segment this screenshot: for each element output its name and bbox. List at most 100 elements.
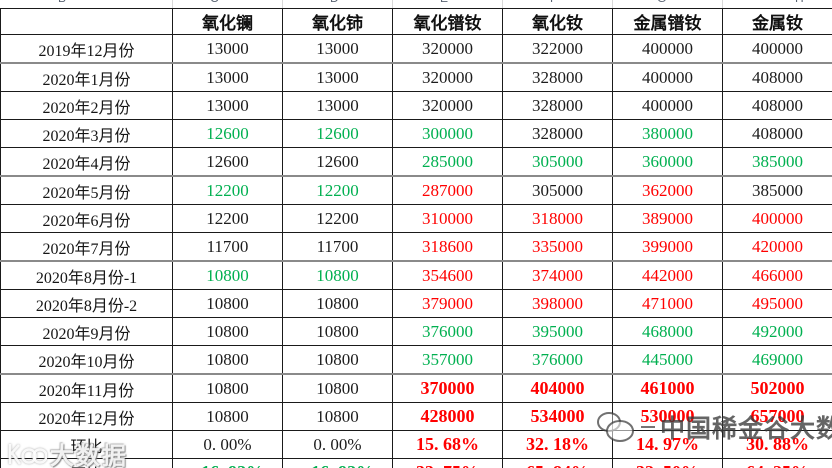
cell-value[interactable]: 335000 bbox=[502, 232, 613, 262]
cell-value[interactable]: 408000 bbox=[722, 91, 832, 120]
cell-value[interactable]: 10800 bbox=[282, 402, 393, 431]
cell-value[interactable]: 385000 bbox=[722, 147, 832, 177]
cell-value[interactable]: 10800 bbox=[282, 260, 393, 290]
cell-value[interactable]: 380000 bbox=[612, 119, 723, 148]
column-header[interactable]: 氧化钕 bbox=[502, 8, 613, 35]
cell-value[interactable]: 322000 bbox=[502, 34, 613, 64]
row-label[interactable]: 2020年9月份 bbox=[0, 317, 173, 346]
cell-value[interactable]: 64. 25% bbox=[722, 458, 832, 468]
cell-value[interactable]: 12600 bbox=[282, 147, 393, 177]
row-label[interactable]: 2020年4月份 bbox=[0, 147, 173, 177]
cell-value[interactable]: 469000 bbox=[722, 345, 832, 375]
cell-value[interactable]: 14. 97% bbox=[612, 430, 723, 459]
cell-value[interactable]: 502000 bbox=[722, 373, 832, 403]
cell-value[interactable]: 495000 bbox=[722, 289, 832, 318]
cell-value[interactable]: 13000 bbox=[282, 62, 393, 92]
cell-value[interactable]: 12200 bbox=[172, 175, 283, 205]
cell-value[interactable]: 328000 bbox=[502, 91, 613, 120]
cell-value[interactable]: 12600 bbox=[282, 119, 393, 148]
cell-value[interactable]: 10800 bbox=[282, 373, 393, 403]
cell-value[interactable]: 32. 18% bbox=[502, 430, 613, 459]
cell-value[interactable]: 408000 bbox=[722, 119, 832, 148]
cell-value[interactable]: 10800 bbox=[172, 289, 283, 318]
cell-value[interactable]: 10800 bbox=[172, 260, 283, 290]
cell-value[interactable]: 385000 bbox=[722, 175, 832, 205]
cell-value[interactable]: 360000 bbox=[612, 147, 723, 177]
cell-value[interactable]: 357000 bbox=[392, 345, 503, 375]
cell-value[interactable]: 328000 bbox=[502, 119, 613, 148]
cell-value[interactable]: 285000 bbox=[392, 147, 503, 177]
row-label[interactable]: 同比 bbox=[0, 458, 173, 468]
cell-value[interactable]: 318000 bbox=[502, 204, 613, 233]
cell-value[interactable]: 320000 bbox=[392, 62, 503, 92]
cell-value[interactable]: 32. 50% bbox=[612, 458, 723, 468]
cell-value[interactable]: 400000 bbox=[722, 204, 832, 233]
cell-value[interactable]: 374000 bbox=[502, 260, 613, 290]
cell-value[interactable]: 328000 bbox=[502, 62, 613, 92]
cell-value[interactable]: 10800 bbox=[172, 402, 283, 431]
cell-value[interactable]: 10800 bbox=[282, 289, 393, 318]
cell-value[interactable]: 428000 bbox=[392, 402, 503, 431]
cell-value[interactable]: 400000 bbox=[612, 34, 723, 64]
cell-value[interactable]: 11700 bbox=[282, 232, 393, 262]
column-header[interactable]: 金属镨钕 bbox=[612, 8, 723, 35]
cell-value[interactable]: 376000 bbox=[502, 345, 613, 375]
cell-value[interactable]: 354600 bbox=[392, 260, 503, 290]
row-label[interactable]: 2020年12月份 bbox=[0, 402, 173, 431]
row-label[interactable]: 2019年12月份 bbox=[0, 34, 173, 64]
row-label[interactable]: 2020年2月份 bbox=[0, 91, 173, 120]
cell-value[interactable]: 310000 bbox=[392, 204, 503, 233]
cell-value[interactable]: 466000 bbox=[722, 260, 832, 290]
cell-value[interactable]: 12200 bbox=[282, 175, 393, 205]
cell-value[interactable]: 471000 bbox=[612, 289, 723, 318]
cell-value[interactable]: 305000 bbox=[502, 175, 613, 205]
row-label[interactable]: 2020年6月份 bbox=[0, 204, 173, 233]
cell-value[interactable]: 10800 bbox=[282, 345, 393, 375]
cell-value[interactable]: 65. 84% bbox=[502, 458, 613, 468]
cell-value[interactable]: 10800 bbox=[282, 317, 393, 346]
cell-value[interactable]: 530000 bbox=[612, 402, 723, 431]
cell-value[interactable]: 492000 bbox=[722, 317, 832, 346]
cell-value[interactable]: 11700 bbox=[172, 232, 283, 262]
cell-value[interactable]: 320000 bbox=[392, 34, 503, 64]
cell-value[interactable]: 33. 75% bbox=[392, 458, 503, 468]
column-header[interactable]: 氧化铈 bbox=[282, 8, 393, 35]
cell-value[interactable]: 12200 bbox=[282, 204, 393, 233]
cell-value[interactable]: 657000 bbox=[722, 402, 832, 431]
cell-value[interactable]: −16. 92% bbox=[172, 458, 283, 468]
cell-value[interactable]: 15. 68% bbox=[392, 430, 503, 459]
cell-value[interactable]: 370000 bbox=[392, 373, 503, 403]
cell-value[interactable]: 400000 bbox=[722, 34, 832, 64]
cell-value[interactable]: 13000 bbox=[172, 62, 283, 92]
cell-value[interactable]: 13000 bbox=[282, 34, 393, 64]
cell-value[interactable]: 534000 bbox=[502, 402, 613, 431]
row-label[interactable]: 2020年1月份 bbox=[0, 62, 173, 92]
cell-value[interactable]: 389000 bbox=[612, 204, 723, 233]
cell-value[interactable]: 12600 bbox=[172, 119, 283, 148]
cell-value[interactable]: 13000 bbox=[282, 91, 393, 120]
corner-cell[interactable] bbox=[0, 8, 173, 35]
cell-value[interactable]: 468000 bbox=[612, 317, 723, 346]
cell-value[interactable]: 318600 bbox=[392, 232, 503, 262]
column-header[interactable]: 氧化镨钕 bbox=[392, 8, 503, 35]
cell-value[interactable]: −16. 92% bbox=[282, 458, 393, 468]
row-label[interactable]: 2020年10月份 bbox=[0, 345, 173, 375]
cell-value[interactable]: 13000 bbox=[172, 34, 283, 64]
row-label[interactable]: 2020年11月份 bbox=[0, 373, 173, 403]
row-label[interactable]: 2020年8月份-2 bbox=[0, 289, 173, 318]
cell-value[interactable]: 445000 bbox=[612, 345, 723, 375]
cell-value[interactable]: 376000 bbox=[392, 317, 503, 346]
cell-value[interactable]: 10800 bbox=[172, 345, 283, 375]
cell-value[interactable]: 0. 00% bbox=[282, 430, 393, 459]
cell-value[interactable]: 287000 bbox=[392, 175, 503, 205]
cell-value[interactable]: 10800 bbox=[172, 317, 283, 346]
cell-value[interactable]: 408000 bbox=[722, 62, 832, 92]
cell-value[interactable]: 400000 bbox=[612, 62, 723, 92]
cell-value[interactable]: 30. 88% bbox=[722, 430, 832, 459]
cell-value[interactable]: 404000 bbox=[502, 373, 613, 403]
cell-value[interactable]: 398000 bbox=[502, 289, 613, 318]
cell-value[interactable]: 300000 bbox=[392, 119, 503, 148]
cell-value[interactable]: 0. 00% bbox=[172, 430, 283, 459]
row-label[interactable]: 2020年8月份-1 bbox=[0, 260, 173, 290]
cell-value[interactable]: 395000 bbox=[502, 317, 613, 346]
